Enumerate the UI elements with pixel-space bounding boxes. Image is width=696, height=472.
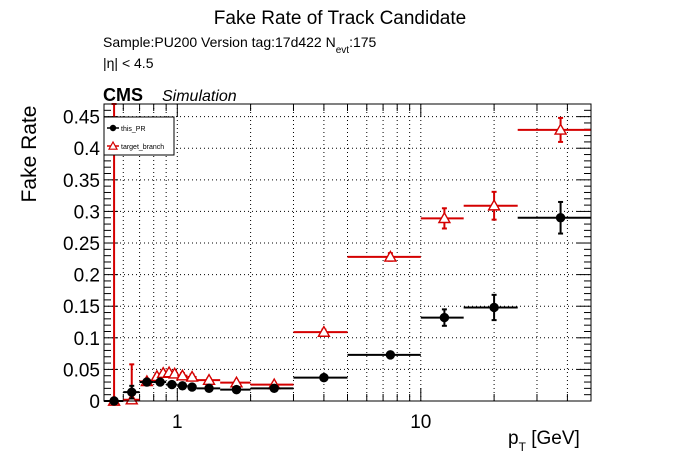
chart-title: Fake Rate of Track Candidate [214, 8, 466, 29]
data-point [555, 213, 566, 223]
legend-box [103, 116, 175, 156]
data-point [177, 381, 188, 391]
simulation-label: Simulation [162, 88, 237, 105]
y-tick-label: 0 [89, 392, 100, 413]
y-axis-label: Fake Rate [18, 106, 41, 203]
data-point [487, 198, 501, 211]
data-point [187, 382, 197, 392]
x-axis-label: pT [GeV] [508, 428, 580, 454]
legend-label: target_branch [121, 144, 164, 151]
data-point [204, 383, 214, 394]
data-point [553, 122, 568, 135]
y-tick-label: 0.1 [74, 329, 100, 350]
data-point [175, 368, 190, 381]
data-series [104, 103, 591, 406]
x-axis-label-main: p [508, 428, 519, 449]
x-axis-label-unit: [GeV] [526, 428, 580, 449]
nevt-subscript: evt [336, 45, 350, 56]
legend-entries: this_PR target_branch [107, 124, 164, 151]
x-tick-label: 1 [172, 412, 183, 433]
data-point [437, 211, 452, 224]
cms-label: CMS [103, 85, 143, 105]
data-point [383, 250, 398, 262]
data-point [142, 377, 152, 387]
data-point [317, 325, 331, 337]
plot-frame [103, 103, 592, 402]
tick-labels: 0 0.05 0.1 0.15 0.2 0.25 0.3 0.35 0.4 0.45 1 10 [63, 108, 431, 433]
data-point [167, 379, 177, 390]
legend: this_PR target_branch [103, 116, 175, 156]
x-axis-label-sub: T [519, 440, 527, 454]
y-tick-label: 0.05 [63, 360, 100, 381]
y-tick-label: 0.35 [63, 171, 100, 192]
data-point [439, 312, 450, 323]
sample-info-text: Sample:PU200 Version tag:17d422 N [103, 34, 336, 50]
data-point [155, 377, 165, 387]
y-tick-label: 0.4 [74, 139, 101, 160]
y-tick-label: 0.15 [63, 297, 100, 318]
y-tick-label: 0.45 [63, 108, 100, 129]
data-point [269, 383, 279, 394]
data-point [319, 372, 329, 383]
eta-cut-label: |η| < 4.5 [103, 55, 154, 71]
y-tick-label: 0.3 [74, 202, 100, 223]
legend-label: this_PR [121, 126, 146, 133]
grid [103, 104, 592, 401]
sample-info: Sample:PU200 Version tag:17d422 Nevt:175 [103, 34, 377, 56]
y-tick-label: 0.2 [74, 266, 100, 287]
series-this_PR [104, 200, 591, 406]
x-tick-label: 10 [410, 412, 431, 433]
legend-marker [109, 124, 117, 132]
nevt-value: :175 [349, 34, 376, 50]
y-tick-label: 0.25 [63, 234, 100, 255]
data-point [489, 302, 499, 313]
data-point [385, 350, 396, 360]
data-point [185, 370, 199, 382]
legend-marker [107, 140, 119, 150]
data-point [231, 384, 242, 395]
data-point [127, 387, 137, 397]
